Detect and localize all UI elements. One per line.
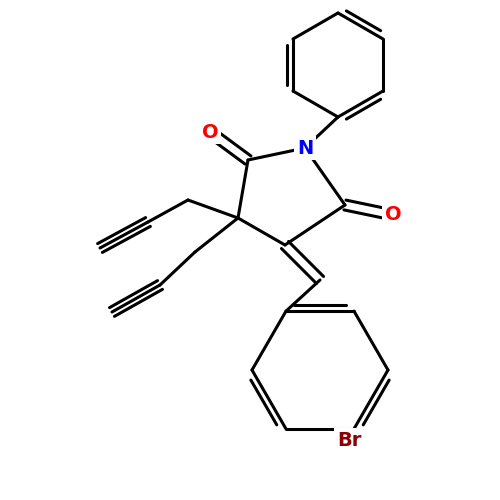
Text: N: N — [297, 138, 313, 158]
Text: O: O — [202, 122, 218, 142]
Text: Br: Br — [337, 432, 361, 450]
Text: O: O — [384, 206, 402, 225]
